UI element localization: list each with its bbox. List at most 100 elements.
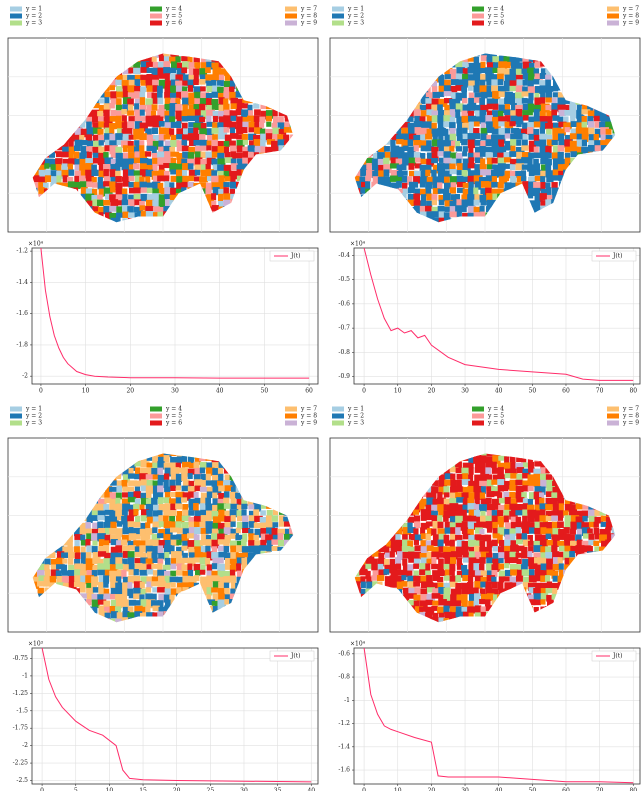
region xyxy=(523,80,528,86)
region xyxy=(134,569,139,575)
legend-swatch xyxy=(285,421,297,426)
region xyxy=(492,158,499,164)
region xyxy=(68,169,74,175)
region xyxy=(176,485,181,490)
region xyxy=(86,564,93,571)
region xyxy=(122,212,128,218)
offset-label: ×10⁴ xyxy=(350,241,366,248)
x-tick-label: 50 xyxy=(529,388,537,395)
region xyxy=(189,481,194,486)
region xyxy=(432,200,437,205)
region xyxy=(481,55,487,61)
region xyxy=(230,570,235,576)
region xyxy=(181,67,187,73)
region xyxy=(164,473,170,479)
region xyxy=(188,473,193,479)
region xyxy=(157,485,164,493)
region xyxy=(491,135,499,142)
y-tick-label: -1.6 xyxy=(16,310,28,317)
region xyxy=(182,98,189,106)
region xyxy=(164,194,170,199)
region xyxy=(176,121,181,128)
region xyxy=(545,75,551,81)
region xyxy=(140,570,148,576)
region xyxy=(384,169,390,176)
region xyxy=(474,121,480,126)
region xyxy=(133,163,140,169)
region xyxy=(545,105,552,110)
region xyxy=(450,187,456,193)
region xyxy=(390,140,395,147)
region xyxy=(97,515,104,520)
region xyxy=(175,503,182,509)
region xyxy=(231,515,236,522)
region xyxy=(109,103,114,108)
region xyxy=(254,540,260,546)
region xyxy=(164,181,169,187)
region xyxy=(390,176,398,182)
region xyxy=(211,552,218,559)
region xyxy=(158,559,164,564)
region xyxy=(534,135,540,141)
region xyxy=(115,163,120,171)
region xyxy=(474,133,481,139)
region xyxy=(224,127,230,132)
y-tick-label: -0.4 xyxy=(338,252,350,259)
region xyxy=(230,189,235,194)
region xyxy=(443,151,451,158)
region xyxy=(115,176,122,182)
legend-swatch xyxy=(150,7,162,12)
region xyxy=(50,576,56,583)
region xyxy=(117,521,122,527)
region xyxy=(182,571,188,577)
region xyxy=(473,188,478,195)
region xyxy=(523,104,529,110)
region xyxy=(127,128,132,135)
region xyxy=(79,176,85,182)
legend-swatch xyxy=(607,7,619,12)
region xyxy=(449,146,454,152)
region xyxy=(193,557,200,562)
region xyxy=(551,182,557,188)
region xyxy=(103,169,109,176)
region xyxy=(140,110,145,116)
region xyxy=(516,140,521,146)
region xyxy=(199,79,205,85)
region xyxy=(516,121,521,127)
region xyxy=(527,110,532,115)
region xyxy=(195,570,200,576)
y-tick-label: -1.4 xyxy=(16,279,28,286)
region xyxy=(236,116,243,123)
region xyxy=(200,570,206,575)
region xyxy=(438,170,445,178)
region xyxy=(200,86,206,91)
legend-label: y = 6 xyxy=(165,420,182,427)
region xyxy=(74,152,79,159)
region xyxy=(266,133,272,140)
region xyxy=(413,182,418,188)
region xyxy=(170,510,177,516)
region xyxy=(123,169,129,177)
region xyxy=(140,163,147,170)
region xyxy=(121,109,127,114)
region xyxy=(223,540,229,547)
region xyxy=(217,80,224,86)
region xyxy=(503,62,510,68)
map-panel: y = 1y = 2y = 3y = 4y = 5y = 6y = 7y = 8… xyxy=(7,6,323,240)
region xyxy=(253,535,259,540)
x-tick-label: 0 xyxy=(362,388,366,395)
region xyxy=(211,140,218,146)
x-tick-label: 0 xyxy=(39,388,43,395)
region xyxy=(509,151,517,157)
region xyxy=(98,121,104,127)
legend-swatch xyxy=(607,21,619,26)
region xyxy=(527,158,532,165)
region xyxy=(122,177,130,182)
region xyxy=(421,194,426,201)
legend-swatch xyxy=(150,407,162,412)
region xyxy=(259,122,264,128)
region xyxy=(200,540,207,545)
region xyxy=(182,146,189,151)
legend-swatch xyxy=(10,407,22,412)
region xyxy=(146,492,152,499)
